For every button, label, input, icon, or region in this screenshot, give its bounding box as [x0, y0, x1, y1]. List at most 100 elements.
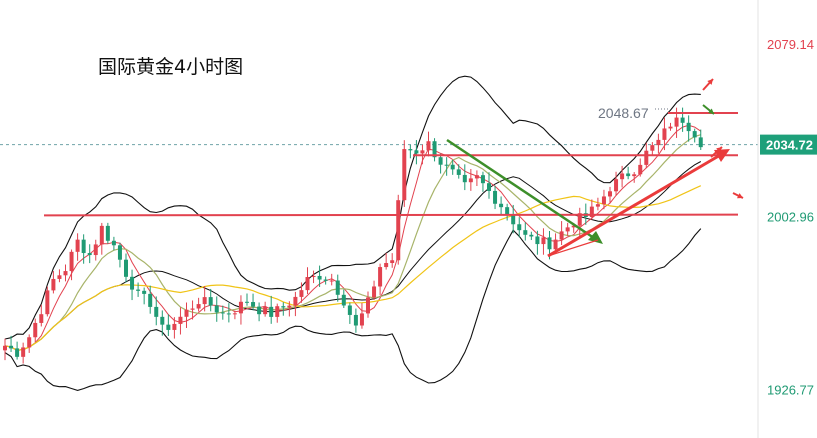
candle	[184, 302, 189, 329]
candle	[499, 196, 504, 215]
candle-body	[620, 173, 625, 180]
candle-body	[426, 141, 431, 151]
candle-body	[577, 213, 582, 226]
candle-body	[93, 244, 98, 256]
candle	[238, 295, 243, 325]
candle	[614, 171, 619, 196]
candle	[190, 300, 195, 320]
candle-body	[372, 286, 377, 298]
candle	[559, 221, 564, 246]
candle-body	[644, 150, 649, 165]
candle	[299, 282, 304, 303]
candle	[432, 138, 437, 162]
current-price-label: 2034.72	[766, 138, 813, 153]
candle	[27, 334, 32, 353]
candle	[323, 276, 328, 285]
candle-body	[178, 316, 183, 324]
candle	[202, 286, 207, 312]
candle-body	[299, 290, 304, 297]
candle-body	[287, 305, 292, 308]
ma-mid-line	[4, 134, 701, 351]
candle	[426, 131, 431, 157]
candle	[511, 204, 516, 234]
candle	[601, 189, 606, 210]
chart-title: 国际黄金4小时图	[98, 56, 244, 78]
candle-body	[432, 141, 437, 158]
candle-body	[238, 301, 243, 314]
candle	[3, 338, 7, 361]
up-arrow-middle	[710, 146, 723, 158]
candle-body	[148, 293, 153, 307]
candle-body	[390, 260, 395, 264]
up-trend-line	[547, 152, 723, 258]
candle-body	[51, 278, 56, 291]
candle	[577, 207, 582, 237]
candle	[529, 231, 534, 241]
bollinger-middle	[4, 161, 702, 351]
candle-body	[329, 280, 334, 282]
candle-body	[493, 190, 498, 204]
candle-body	[480, 175, 485, 184]
price-axis-label: 2002.96	[767, 210, 814, 225]
candle	[487, 172, 491, 199]
candle	[9, 335, 14, 352]
candle-body	[75, 239, 80, 252]
candle-body	[686, 122, 691, 132]
candle	[402, 140, 407, 207]
candle	[136, 282, 141, 297]
candle	[293, 291, 298, 317]
candle-body	[529, 234, 534, 237]
candle-body	[462, 174, 467, 183]
candle-body	[438, 157, 443, 165]
candle	[154, 296, 159, 326]
current-price-tag	[760, 134, 817, 155]
candle	[372, 280, 377, 301]
candle-body	[517, 224, 522, 231]
candle	[75, 233, 80, 261]
candle	[81, 234, 86, 264]
candle-body	[353, 314, 358, 326]
candle	[214, 296, 219, 322]
up-arrow-top	[702, 78, 714, 91]
candle	[396, 194, 401, 265]
candle	[196, 297, 201, 312]
candle-body	[523, 230, 528, 235]
recent-high-label: 2048.67	[598, 105, 649, 121]
candle	[39, 304, 44, 327]
candle	[341, 289, 346, 308]
candle	[384, 253, 389, 270]
candle-body	[662, 128, 667, 140]
candle-body	[99, 225, 104, 245]
candle	[438, 153, 443, 174]
candle-body	[39, 314, 44, 323]
candle-body	[553, 239, 558, 250]
candle-body	[69, 251, 74, 272]
down-arrow-right	[702, 104, 715, 115]
candle-body	[33, 322, 38, 338]
candle	[632, 172, 637, 183]
candle-body	[378, 267, 383, 287]
candle	[553, 233, 558, 253]
candle-body	[323, 279, 328, 281]
candle	[698, 129, 703, 150]
candle	[505, 203, 510, 221]
candle-body	[384, 263, 389, 268]
candle-body	[45, 290, 50, 315]
candle-body	[275, 306, 280, 317]
candle-body	[487, 183, 491, 191]
candle-body	[444, 164, 449, 166]
candle	[517, 217, 522, 238]
candle	[269, 295, 274, 324]
candle-body	[614, 179, 619, 192]
candle	[656, 133, 661, 154]
candle	[662, 117, 667, 151]
bollinger-lower	[4, 228, 702, 391]
candle-body	[63, 271, 68, 276]
candle	[650, 142, 655, 156]
candle	[317, 265, 322, 287]
candle-body	[565, 227, 570, 232]
candle	[353, 308, 358, 333]
down-trend-line	[446, 138, 598, 242]
candle	[456, 164, 461, 179]
